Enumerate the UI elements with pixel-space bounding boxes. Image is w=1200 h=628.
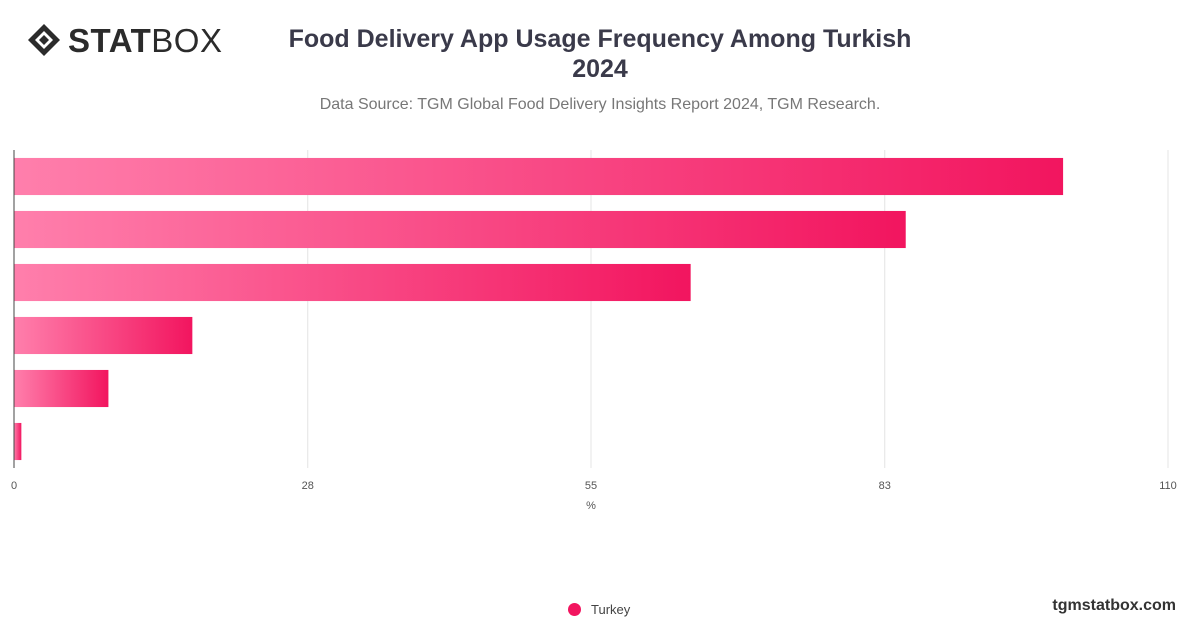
bar <box>14 157 1064 196</box>
bar <box>14 316 193 355</box>
x-tick-label: 28 <box>302 480 314 492</box>
statbox-logo: STATBOX <box>26 22 222 58</box>
bar <box>14 210 906 249</box>
legend-marker <box>568 603 581 616</box>
tick-labels: 0 28 55 83 110% <box>11 480 1177 512</box>
chart-subtitle: Data Source: TGM Global Food Delivery In… <box>319 96 881 113</box>
bar <box>14 369 109 408</box>
diamond-logo-icon <box>28 24 60 56</box>
chart-title-line-2: 2024 <box>572 55 628 83</box>
chart-header: Food Delivery App Usage Frequency Among … <box>250 24 950 114</box>
website-link[interactable]: tgmstatbox.com <box>1052 597 1176 614</box>
x-axis-label: % <box>586 500 596 512</box>
chart-title: Food Delivery App Usage Frequency Among … <box>250 24 950 84</box>
x-tick-label: 83 <box>879 480 891 492</box>
legend-label-turkey: Turkey <box>591 602 631 617</box>
bars <box>14 157 1064 461</box>
gridlines <box>13 150 1169 468</box>
x-tick-label: 0 <box>11 480 17 492</box>
bar <box>14 263 691 302</box>
legend[interactable]: Turkey <box>568 602 630 617</box>
chart-title-line-1: Food Delivery App Usage Frequency Among … <box>288 25 912 53</box>
logo-text-stat: STAT <box>68 21 152 59</box>
x-tick-label: 55 <box>585 480 597 492</box>
logo-text-box: BOX <box>151 21 223 59</box>
x-tick-label: 110 <box>1159 480 1177 492</box>
bar <box>14 422 22 461</box>
